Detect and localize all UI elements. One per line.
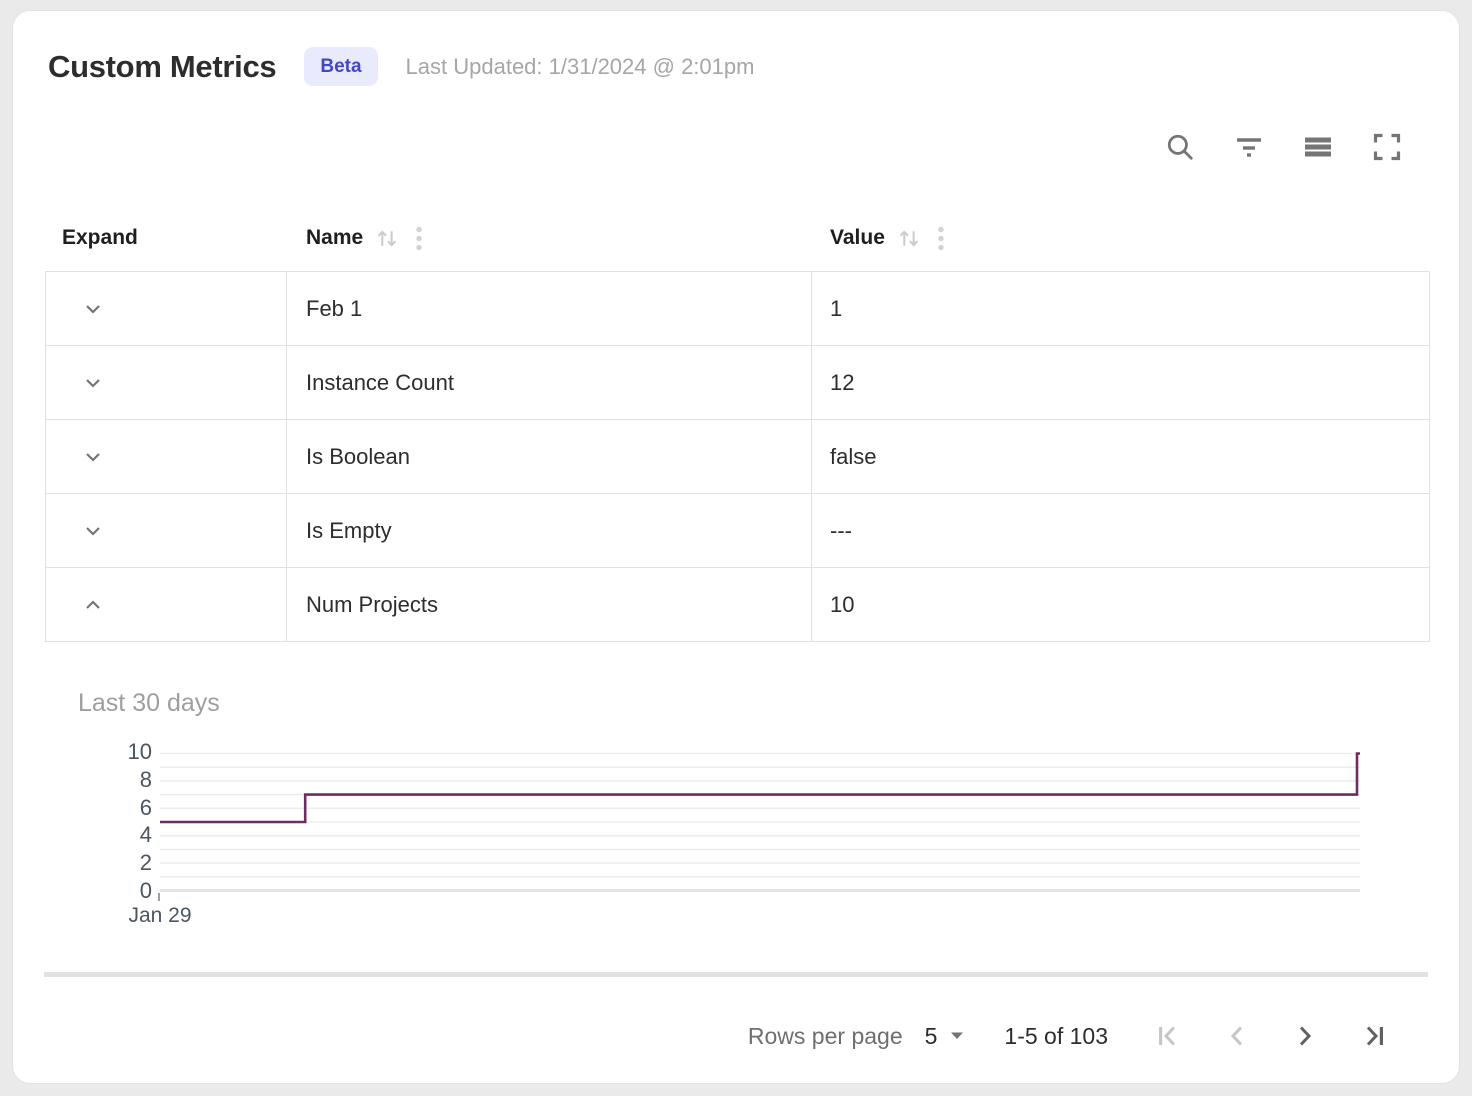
table-row: Feb 1 1 bbox=[46, 272, 1429, 346]
metric-name-cell: Feb 1 bbox=[287, 272, 812, 345]
first-page-button[interactable] bbox=[1154, 1021, 1184, 1051]
grid-body: Feb 1 1 Instance Count 12 Is Boolean fal… bbox=[45, 271, 1430, 642]
custom-metrics-card: Custom Metrics Beta Last Updated: 1/31/2… bbox=[12, 10, 1460, 1084]
metric-value-cell: 1 bbox=[830, 295, 843, 321]
metric-name-cell: Instance Count bbox=[287, 346, 812, 419]
rows-per-page-select[interactable]: 5 bbox=[925, 1023, 965, 1050]
last-page-button[interactable] bbox=[1358, 1021, 1388, 1051]
footer-divider bbox=[44, 972, 1428, 977]
metric-value-cell: --- bbox=[830, 517, 852, 543]
table-row: Num Projects 10 bbox=[46, 568, 1429, 642]
page-header: Custom Metrics Beta Last Updated: 1/31/2… bbox=[48, 47, 754, 86]
metrics-data-grid: Expand Name Value bbox=[45, 205, 1430, 642]
sort-icon[interactable] bbox=[897, 226, 922, 251]
rows-per-page-value: 5 bbox=[924, 1022, 938, 1049]
expand-chevron-icon[interactable] bbox=[83, 299, 103, 319]
metric-history-plot bbox=[160, 752, 1360, 892]
grid-footer: Rows per page 5 1-5 of 103 bbox=[44, 977, 1428, 1083]
grid-toolbar bbox=[1164, 131, 1403, 163]
metric-value-cell: 12 bbox=[830, 369, 855, 395]
y-tick-label: 4 bbox=[139, 822, 152, 848]
x-axis-tick bbox=[158, 893, 160, 901]
y-tick-label: 10 bbox=[127, 739, 152, 764]
sort-icon[interactable] bbox=[375, 226, 400, 251]
metric-name-cell: Is Boolean bbox=[287, 420, 812, 493]
metric-name-cell: Num Projects bbox=[287, 568, 812, 641]
y-tick-label: 6 bbox=[139, 794, 152, 820]
rows-per-page-label: Rows per page bbox=[747, 1022, 903, 1049]
filter-icon[interactable] bbox=[1233, 131, 1265, 163]
pagination-range-label: 1-5 of 103 bbox=[1004, 1022, 1108, 1049]
x-axis-tick-label: Jan 29 bbox=[128, 904, 192, 927]
y-tick-label: 2 bbox=[139, 850, 152, 876]
metric-value-cell: false bbox=[830, 443, 877, 469]
page-title: Custom Metrics bbox=[48, 48, 277, 84]
metric-name-cell: Is Empty bbox=[287, 494, 812, 567]
table-row: Instance Count 12 bbox=[46, 346, 1429, 420]
beta-badge: Beta bbox=[304, 47, 378, 86]
y-tick-label: 0 bbox=[139, 878, 152, 903]
density-icon[interactable] bbox=[1302, 131, 1334, 163]
expand-chevron-icon[interactable] bbox=[83, 373, 103, 393]
next-page-button[interactable] bbox=[1290, 1021, 1320, 1051]
metric-history-chart bbox=[160, 752, 1360, 892]
column-header-label: Expand bbox=[62, 226, 138, 249]
chevron-down-icon bbox=[950, 1027, 964, 1045]
expand-chevron-icon[interactable] bbox=[83, 447, 103, 467]
column-header-label: Value bbox=[830, 226, 885, 249]
column-header-expand: Expand bbox=[45, 205, 287, 271]
chart-title: Last 30 days bbox=[78, 689, 220, 717]
prev-page-button[interactable] bbox=[1222, 1021, 1252, 1051]
expanded-row-detail-panel: Last 30 days 10 8 6 4 2 0 Jan 29 bbox=[45, 642, 1430, 972]
search-icon[interactable] bbox=[1164, 131, 1196, 163]
column-header-value[interactable]: Value bbox=[812, 205, 1430, 271]
chart-y-axis-labels: 10 8 6 4 2 0 bbox=[45, 739, 152, 903]
column-header-label: Name bbox=[306, 226, 364, 249]
table-row: Is Empty --- bbox=[46, 494, 1429, 568]
pagination-controls bbox=[1154, 1021, 1388, 1051]
column-menu-icon[interactable] bbox=[415, 225, 423, 252]
expand-chevron-icon[interactable] bbox=[83, 595, 103, 615]
column-menu-icon[interactable] bbox=[937, 225, 945, 252]
grid-header-row: Expand Name Value bbox=[45, 205, 1430, 271]
column-header-name[interactable]: Name bbox=[287, 205, 812, 271]
last-updated-text: Last Updated: 1/31/2024 @ 2:01pm bbox=[405, 53, 755, 79]
metric-value-cell: 10 bbox=[830, 591, 855, 617]
y-tick-label: 8 bbox=[139, 766, 152, 792]
expand-chevron-icon[interactable] bbox=[83, 521, 103, 541]
table-row: Is Boolean false bbox=[46, 420, 1429, 494]
fullscreen-icon[interactable] bbox=[1371, 131, 1403, 163]
